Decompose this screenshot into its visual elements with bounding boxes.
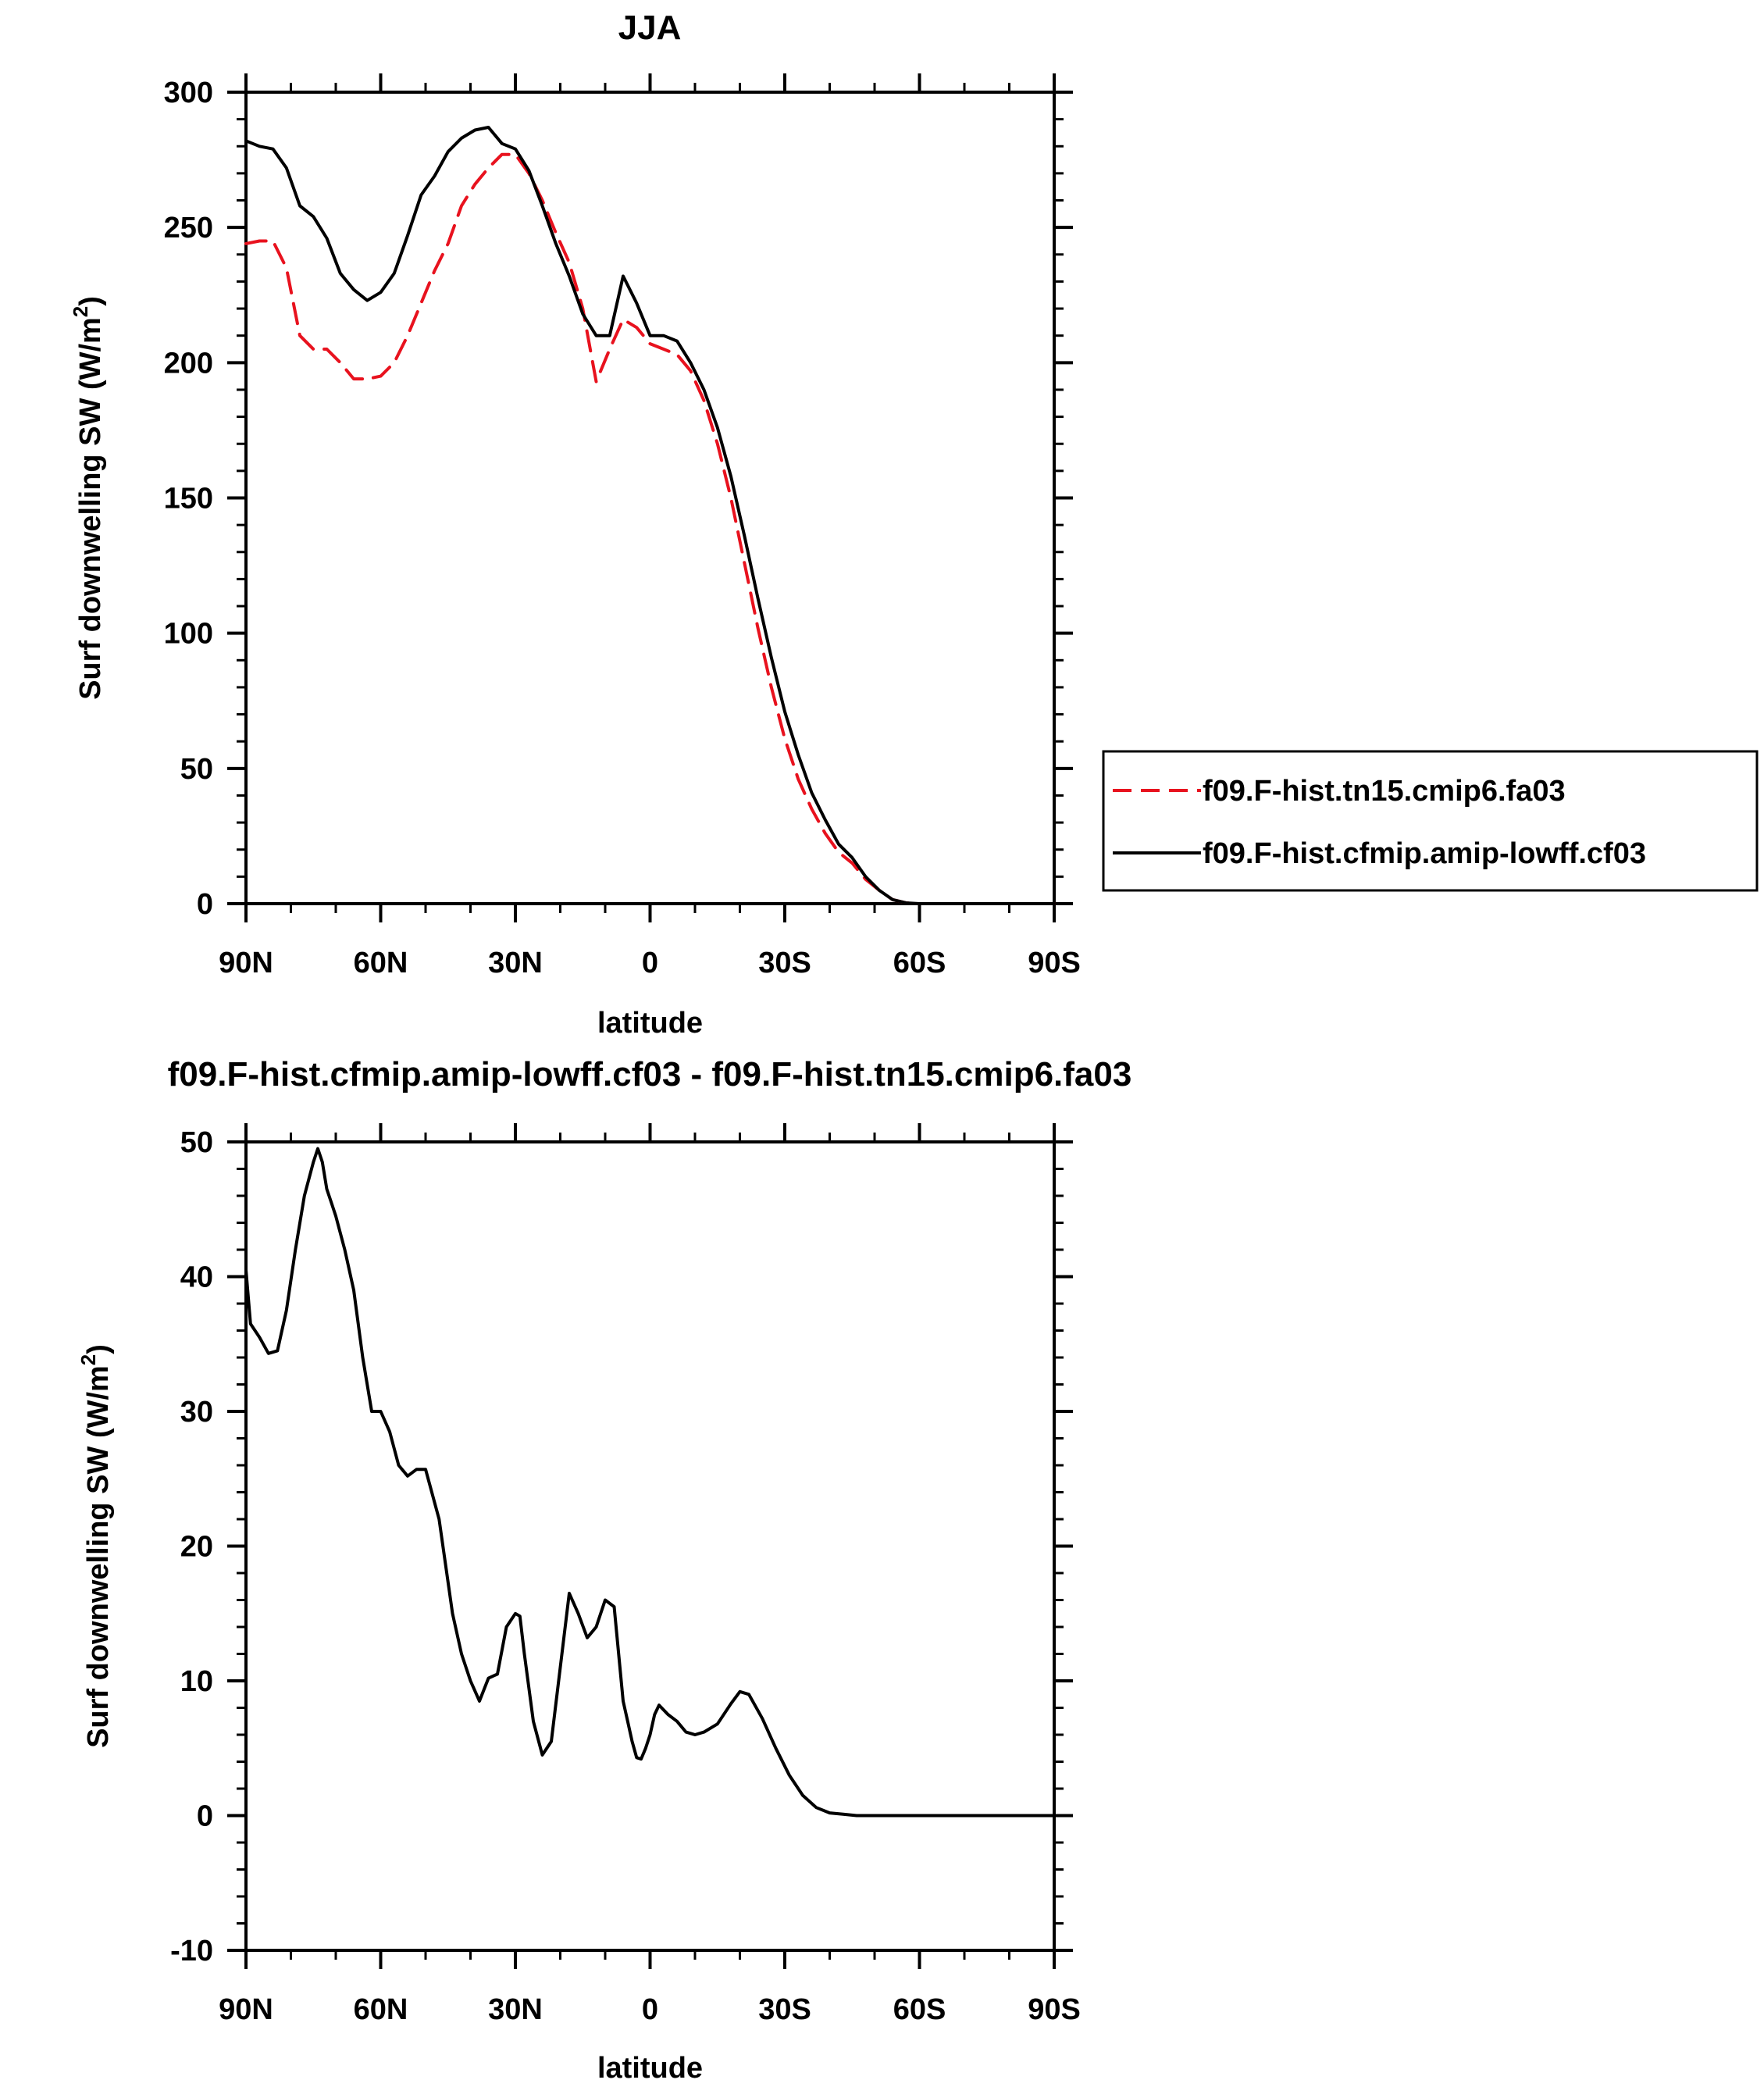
y-tick-label: 200: [164, 347, 213, 380]
x-tick-label: 60S: [893, 947, 946, 979]
x-tick-label: 60S: [893, 1993, 946, 2026]
plot-frame: [244, 1140, 1056, 1952]
y-tick-label: 30: [180, 1396, 213, 1429]
y-tick-label: 0: [197, 888, 213, 921]
legend-box: [1102, 750, 1759, 892]
series-line-1: [244, 1147, 1056, 1818]
y-tick-label: 100: [164, 618, 213, 651]
x-tick-label: 30S: [758, 1993, 811, 2026]
y-axis-label: Surf downwelling SW (W/m2): [77, 1344, 115, 1748]
x-axis-label: latitude: [597, 2052, 703, 2085]
y-tick-label: 0: [197, 1800, 213, 1833]
chart-title: f09.F-hist.cfmip.amip-lowff.cf03 - f09.F…: [168, 1055, 1132, 1093]
y-axis-label: Surf downwelling SW (W/m2): [69, 296, 107, 700]
y-axis-label-main: Surf downwelling SW (W/m: [74, 317, 107, 700]
x-tick-label: 30S: [758, 947, 811, 979]
x-tick-label: 30N: [488, 947, 543, 979]
y-tick-label: 300: [164, 77, 213, 109]
y-tick-label: 10: [180, 1665, 213, 1698]
y-tick-label: 40: [180, 1261, 213, 1294]
y-tick-label: -10: [170, 1935, 213, 1967]
plot-frame: [244, 91, 1056, 905]
chart-panel-2: -10 0 10 20 30 40 50 90N 60N 30N 0 30S 60S 90S f09.F-h…: [77, 1055, 1131, 2085]
series-line-1: [244, 152, 1056, 905]
y-axis-label-close: ): [82, 1344, 115, 1354]
chart-panel-1: 0 50 100 150 200 250 300 90N 60N 30N 0 30S 60S 90S JJA…: [69, 9, 1759, 1040]
x-axis-label: latitude: [597, 1007, 703, 1040]
y-axis-label-main: Surf downwelling SW (W/m: [82, 1365, 115, 1748]
x-tick-label: 30N: [488, 1993, 543, 2026]
y-tick-label: 150: [164, 483, 213, 516]
x-tick-label: 90S: [1028, 1993, 1081, 2026]
x-tick-label: 90S: [1028, 947, 1081, 979]
x-tick-label: 0: [642, 1993, 658, 2026]
y-tick-label: 50: [180, 753, 213, 786]
x-tick-label: 0: [642, 947, 658, 979]
series-line-2: [244, 126, 1056, 905]
y-axis-label-superscript: 2: [77, 1354, 100, 1365]
y-tick-label: 50: [180, 1126, 213, 1159]
legend-label-2: f09.F-hist.cfmip.amip-lowff.cf03: [1203, 837, 1646, 870]
chart-title: JJA: [618, 9, 682, 47]
y-axis-label-superscript: 2: [69, 306, 92, 317]
legend-label-1: f09.F-hist.tn15.cmip6.fa03: [1203, 775, 1566, 808]
x-tick-label: 90N: [219, 1993, 273, 2026]
x-tick-label: 60N: [354, 947, 408, 979]
x-tick-label: 90N: [219, 947, 273, 979]
legend: f09.F-hist.tn15.cmip6.fa03 f09.F-hist.cfm…: [1102, 750, 1759, 892]
x-tick-label: 60N: [354, 1993, 408, 2026]
y-axis-label-close: ): [74, 296, 107, 306]
y-tick-label: 250: [164, 212, 213, 244]
y-tick-label: 20: [180, 1531, 213, 1564]
